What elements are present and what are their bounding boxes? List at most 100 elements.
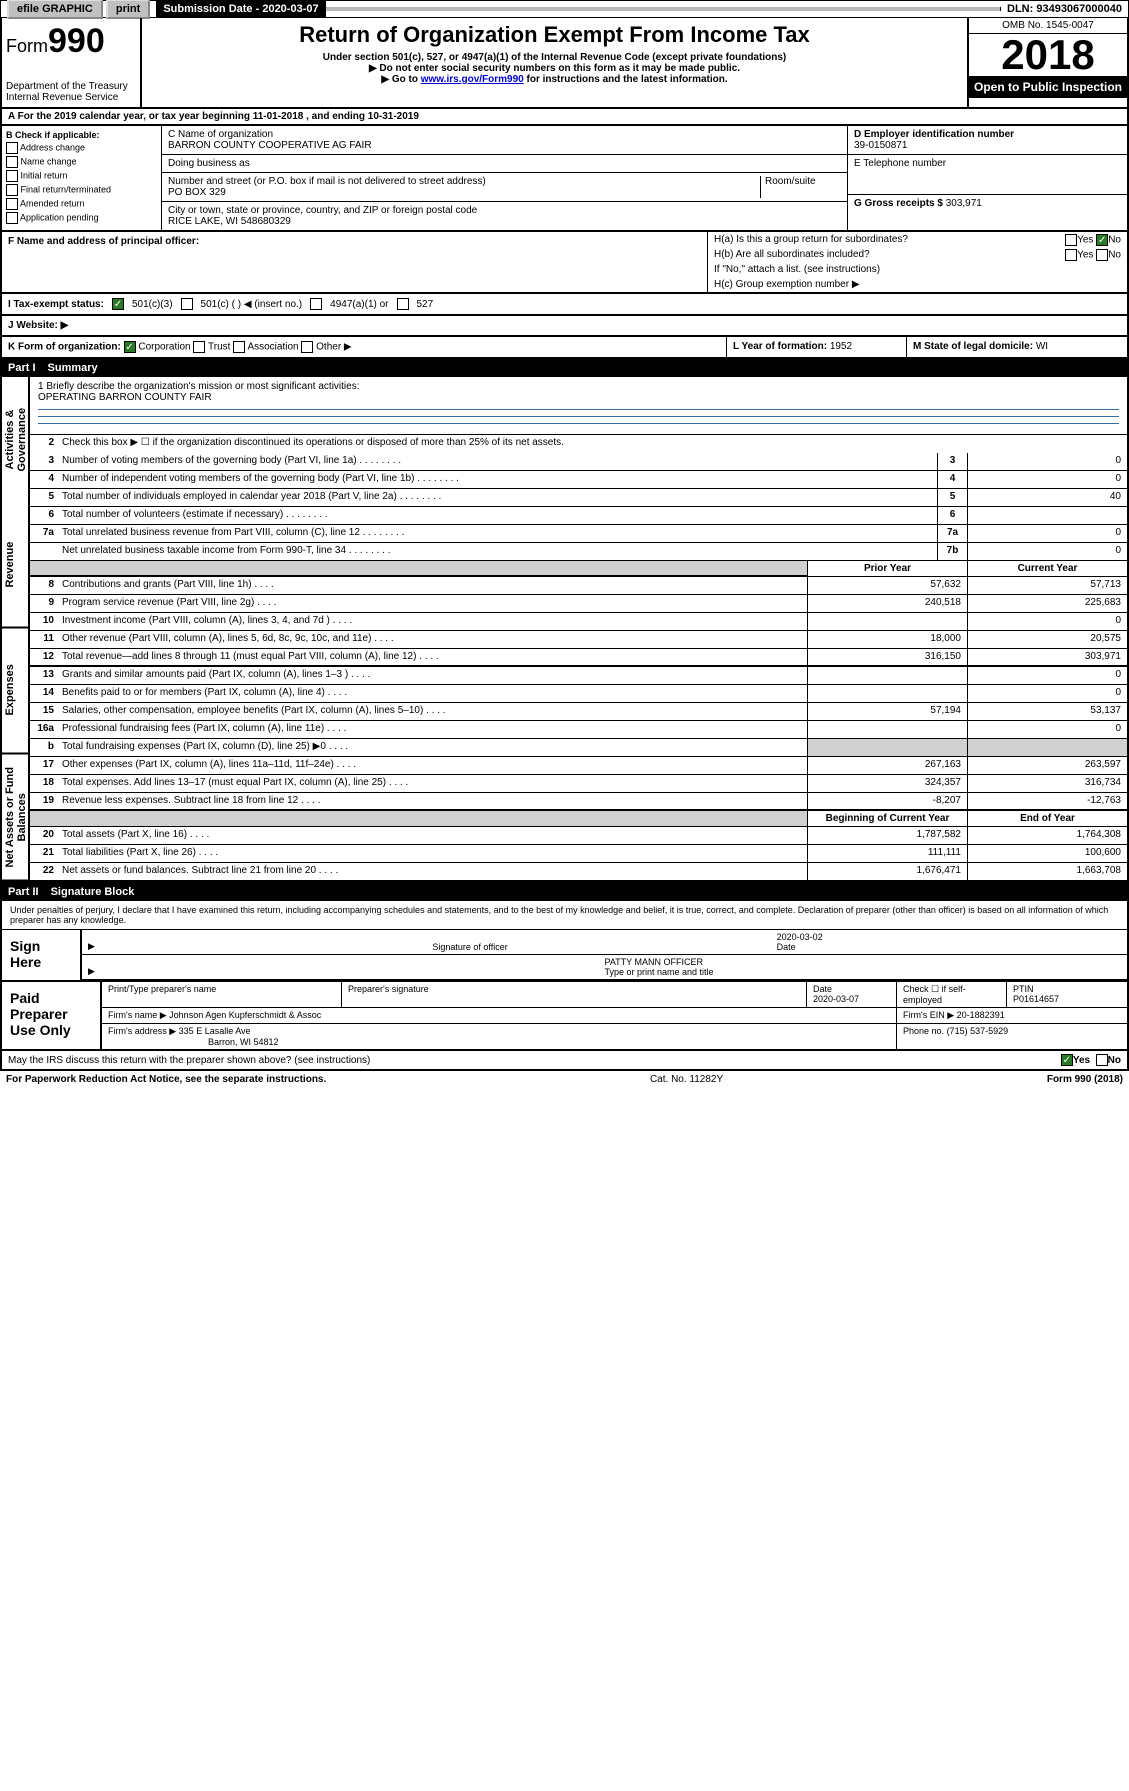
f-label: F Name and address of principal officer: [8, 236, 199, 247]
side-netassets: Net Assets or Fund Balances [2, 755, 28, 882]
cb-amended[interactable] [6, 198, 18, 210]
cb-ha-no[interactable]: ✓ [1096, 234, 1108, 246]
row-a-period: A For the 2019 calendar year, or tax yea… [0, 109, 1129, 126]
firm-ein: 20-1882391 [957, 1010, 1005, 1020]
line-row: 9Program service revenue (Part VIII, lin… [30, 595, 1127, 613]
line-row: 19Revenue less expenses. Subtract line 1… [30, 793, 1127, 811]
prep-self: Check ☐ if self-employed [897, 982, 1007, 1007]
lbl-trust: Trust [208, 342, 230, 353]
hb-note: If "No," attach a list. (see instruction… [708, 262, 1127, 277]
l-val: 1952 [830, 341, 852, 352]
org-city: RICE LAKE, WI 548680329 [168, 216, 841, 227]
cb-ha-yes[interactable] [1065, 234, 1077, 246]
cb-501c3[interactable]: ✓ [112, 298, 124, 310]
mission-label: 1 Briefly describe the organization's mi… [38, 381, 1119, 392]
paid-preparer-row: Paid Preparer Use Only Print/Type prepar… [2, 980, 1127, 1049]
ptin-val: P01614657 [1013, 994, 1059, 1004]
cb-address-change[interactable] [6, 142, 18, 154]
side-labels: Activities & Governance Revenue Expenses… [2, 377, 30, 881]
rev-header: Prior Year Current Year [30, 561, 1127, 577]
lbl-other: Other ▶ [316, 342, 351, 353]
room-label: Room/suite [761, 176, 841, 198]
line-row: 18Total expenses. Add lines 13–17 (must … [30, 775, 1127, 793]
addr-label: Number and street (or P.O. box if mail i… [168, 176, 760, 187]
box-h: H(a) Is this a group return for subordin… [707, 232, 1127, 292]
lbl-name-change: Name change [21, 156, 77, 166]
sig-arrow-2: ▶ [88, 966, 605, 977]
firm-ein-label: Firm's EIN ▶ [903, 1010, 954, 1020]
officer-name: PATTY MANN OFFICER [605, 957, 704, 967]
box-c: C Name of organization BARRON COUNTY COO… [162, 126, 847, 230]
firm-addr-label: Firm's address ▶ [108, 1026, 176, 1036]
line-row: 16aProfessional fundraising fees (Part I… [30, 721, 1127, 739]
footer-left: For Paperwork Reduction Act Notice, see … [6, 1074, 326, 1085]
line-row: 22Net assets or fund balances. Subtract … [30, 863, 1127, 881]
lbl-initial: Initial return [21, 170, 68, 180]
line-row: bTotal fundraising expenses (Part IX, co… [30, 739, 1127, 757]
box-f: F Name and address of principal officer: [2, 232, 707, 292]
lbl-yes: Yes [1077, 235, 1093, 246]
cb-initial[interactable] [6, 170, 18, 182]
cb-assoc[interactable] [233, 341, 245, 353]
cb-corp[interactable]: ✓ [124, 341, 136, 353]
line-row: 21Total liabilities (Part X, line 26) . … [30, 845, 1127, 863]
org-address: PO BOX 329 [168, 187, 760, 198]
print-button[interactable]: print [106, 0, 150, 19]
firm-name-label: Firm's name ▶ [108, 1010, 167, 1020]
lbl-no2: No [1108, 250, 1121, 261]
discuss-q: May the IRS discuss this return with the… [8, 1055, 1061, 1066]
prep-date-label: Date [813, 984, 832, 994]
cb-hb-no[interactable] [1096, 249, 1108, 261]
goto-pre: ▶ Go to [381, 74, 420, 85]
begin-year-h: Beginning of Current Year [807, 811, 967, 826]
cb-501c[interactable] [181, 298, 193, 310]
cb-trust[interactable] [193, 341, 205, 353]
lbl-501c: 501(c) ( ) ◀ (insert no.) [201, 299, 303, 310]
side-revenue: Revenue [2, 502, 28, 629]
hb-label: H(b) Are all subordinates included? [714, 249, 870, 260]
dept-treasury: Department of the Treasury [6, 81, 136, 92]
lbl-corp: Corporation [138, 342, 190, 353]
efile-button[interactable]: efile GRAPHIC [7, 0, 103, 19]
cb-discuss-yes[interactable]: ✓ [1061, 1054, 1073, 1066]
line-row: 4Number of independent voting members of… [30, 471, 1127, 489]
header-center: Return of Organization Exempt From Incom… [142, 18, 967, 107]
dln: DLN: 93493067000040 [1001, 1, 1128, 17]
ein-value: 39-0150871 [854, 140, 907, 151]
cb-other[interactable] [301, 341, 313, 353]
form990-link[interactable]: www.irs.gov/Form990 [421, 74, 524, 85]
cb-527[interactable] [397, 298, 409, 310]
part1-header: Part I Summary [0, 359, 1129, 377]
cb-hb-yes[interactable] [1065, 249, 1077, 261]
lbl-no: No [1108, 235, 1121, 246]
irs-label: Internal Revenue Service [6, 92, 136, 103]
box-b: B Check if applicable: Address change Na… [2, 126, 162, 230]
form-title: Return of Organization Exempt From Incom… [150, 22, 959, 48]
k-label: K Form of organization: [8, 342, 121, 353]
cb-final[interactable] [6, 184, 18, 196]
footer-mid: Cat. No. 11282Y [326, 1074, 1047, 1085]
box-de: D Employer identification number 39-0150… [847, 126, 1127, 230]
cb-pending[interactable] [6, 212, 18, 224]
dba-label: Doing business as [162, 155, 847, 173]
firm-addr1: 335 E Lasalle Ave [179, 1026, 251, 1036]
cb-discuss-no[interactable] [1096, 1054, 1108, 1066]
mission-block: 1 Briefly describe the organization's mi… [30, 377, 1127, 435]
cb-name-change[interactable] [6, 156, 18, 168]
ein-label: D Employer identification number [854, 129, 1014, 140]
lbl-assoc: Association [247, 342, 298, 353]
website-label: J Website: ▶ [8, 320, 68, 331]
tax-label: I Tax-exempt status: [8, 299, 104, 310]
form-header: Form990 Department of the Treasury Inter… [0, 18, 1129, 109]
line-row: Net unrelated business taxable income fr… [30, 543, 1127, 561]
lbl-pending: Application pending [20, 212, 99, 222]
type-name-label: Type or print name and title [605, 967, 714, 977]
line-row: 11Other revenue (Part VIII, column (A), … [30, 631, 1127, 649]
cb-4947[interactable] [310, 298, 322, 310]
top-spacer [326, 7, 1001, 11]
box-b-title: B Check if applicable: [6, 130, 100, 140]
sign-here-row: Sign Here ▶ Signature of officer 2020-03… [2, 929, 1127, 980]
ha-label: H(a) Is this a group return for subordin… [714, 234, 908, 245]
header-sub2: ▶ Do not enter social security numbers o… [150, 63, 959, 74]
lbl-4947: 4947(a)(1) or [330, 299, 388, 310]
